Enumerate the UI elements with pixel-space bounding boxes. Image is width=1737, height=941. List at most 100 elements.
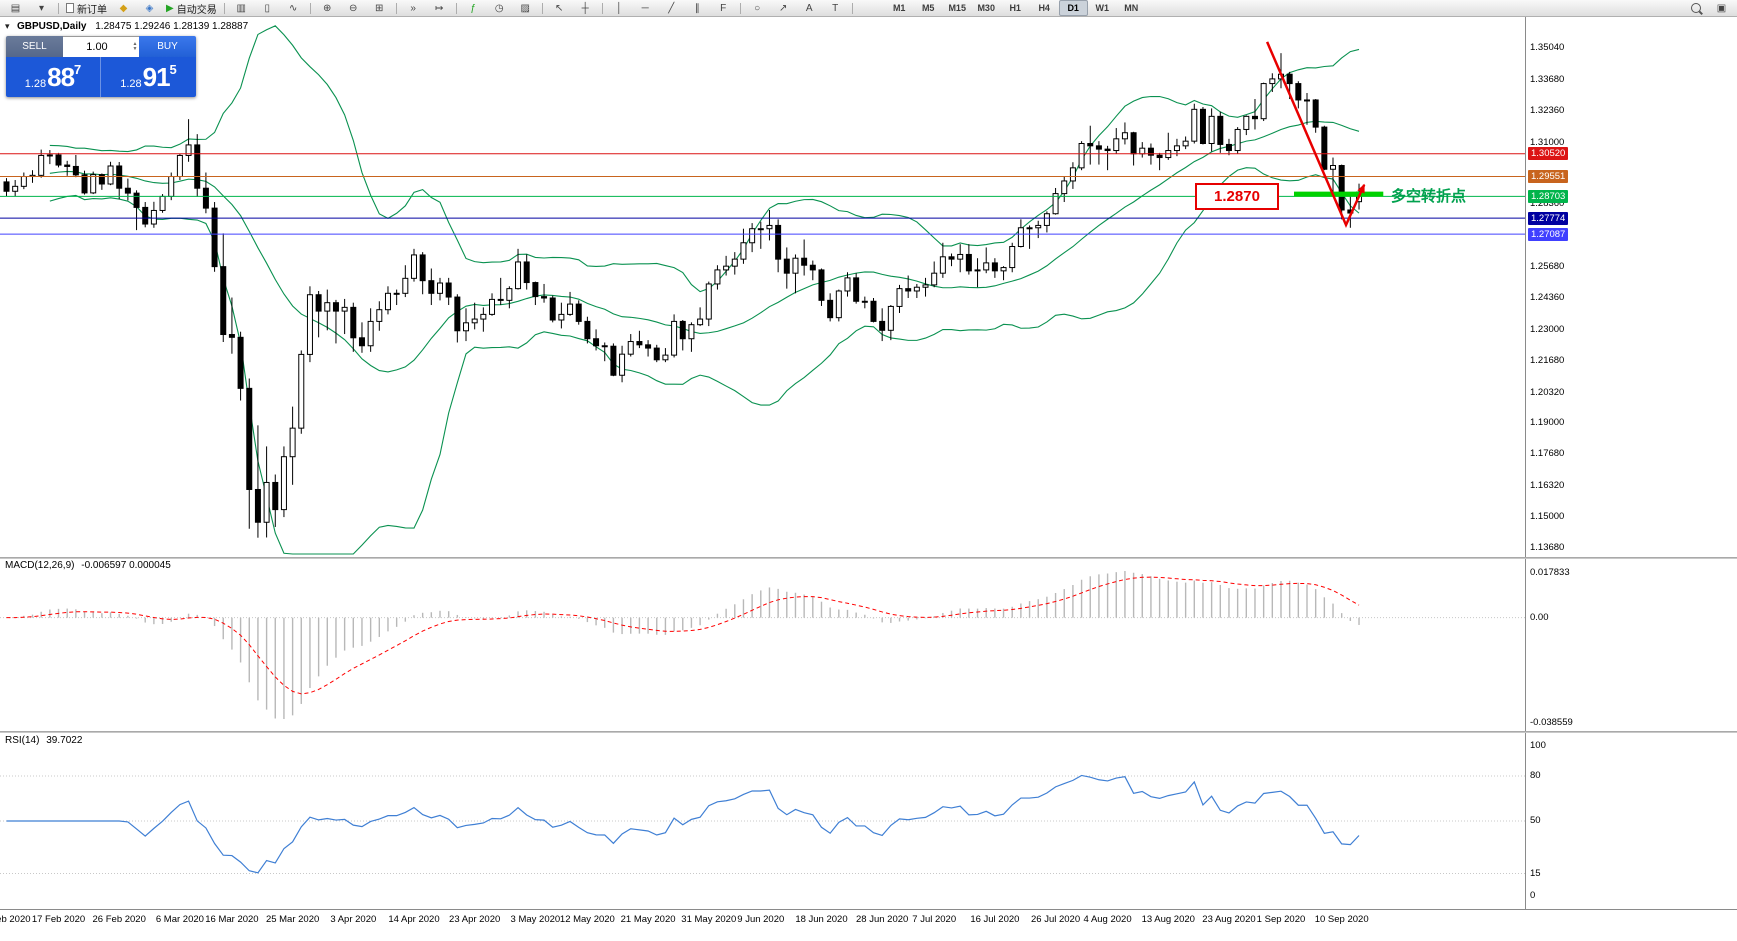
trendline-icon[interactable]: ╱ [659, 0, 684, 17]
arrow-tool-icon[interactable]: ↗ [771, 0, 796, 17]
macd-scale-label: 0.00 [1530, 611, 1549, 623]
macd-panel[interactable] [0, 559, 1525, 731]
shapes-icon: ○ [754, 2, 761, 14]
spinner-down-icon[interactable]: ▼ [132, 46, 138, 52]
candle [402, 277, 409, 294]
timeframe-m30[interactable]: M30 [977, 3, 995, 13]
shapes-icon[interactable]: ○ [745, 0, 770, 17]
turning-point-label[interactable]: 多空转折点 [1391, 188, 1467, 206]
price-line-badge: 1.29551 [1528, 169, 1569, 183]
timeframe-m15[interactable]: M15 [948, 3, 966, 13]
candlestick-type-icon[interactable]: ▯ [255, 0, 280, 17]
price-annotation-box[interactable]: 1.2870 [1194, 183, 1279, 211]
horizontal-line-icon[interactable]: ─ [633, 0, 658, 17]
main-chart[interactable] [0, 17, 1525, 557]
indicators-icon[interactable]: ƒ [461, 0, 486, 17]
candle [159, 195, 166, 211]
one-click-toggle-icon[interactable]: ▾ [5, 21, 10, 31]
candle [627, 341, 634, 355]
candle [220, 266, 227, 336]
timeframe-m1[interactable]: M1 [892, 3, 906, 13]
candle [1139, 147, 1146, 155]
new-chart-icon: ▤ [10, 2, 21, 14]
panel-divider[interactable] [0, 557, 1737, 559]
candle [809, 264, 816, 271]
date-label: 3 May 2020 [510, 914, 561, 925]
data-window-icon[interactable]: ◈ [137, 0, 162, 17]
buy-price-display[interactable]: 1.28 91 5 [101, 57, 196, 97]
candle [1217, 115, 1224, 145]
templates-icon[interactable]: ▨ [513, 0, 538, 17]
sell-price-small: 1.28 [24, 78, 47, 90]
date-label: 18 Jun 2020 [795, 914, 848, 925]
window-icon[interactable]: ▣ [1709, 0, 1734, 17]
horizontal-line-icon: ─ [641, 2, 649, 14]
tile-windows-icon[interactable]: ⊞ [367, 0, 392, 17]
crosshair-icon[interactable]: ┼ [573, 0, 598, 17]
bar-chart-type-icon[interactable]: ▥ [229, 0, 254, 17]
search-icon[interactable] [1683, 0, 1708, 17]
candle [428, 280, 435, 294]
channel-icon[interactable]: ∥ [685, 0, 710, 17]
toolbar-separator [223, 2, 225, 14]
price-axis[interactable]: 1.35040 1.33680 1.32360 1.31000 1.28360 1.256… [1525, 17, 1737, 909]
candle [272, 481, 279, 511]
text-tool-icon[interactable]: A [797, 0, 822, 17]
new-chart-icon[interactable]: ▤ [3, 0, 28, 17]
candle [46, 154, 53, 157]
line-chart-type-icon[interactable]: ∿ [281, 0, 306, 17]
timeframe-h1[interactable]: H1 [1009, 3, 1021, 13]
data-window-icon: ◈ [145, 2, 154, 14]
vertical-line-icon[interactable]: │ [607, 0, 632, 17]
candle [211, 207, 218, 268]
candle [98, 174, 105, 185]
chart-shift-icon[interactable]: ↦ [427, 0, 452, 17]
price-line-badge: 1.27087 [1528, 227, 1569, 241]
timeframe-m5[interactable]: M5 [921, 3, 935, 13]
candle [185, 144, 192, 156]
panel-divider[interactable] [0, 731, 1737, 733]
macd-scale-label: -0.038559 [1530, 717, 1573, 728]
spinner-up-icon[interactable]: ▲ [132, 41, 138, 47]
lot-spinner[interactable]: ▲ ▼ [131, 37, 139, 57]
auto-trading-button[interactable]: ▶ 自动交易 [163, 0, 220, 17]
text-tool-icon: A [805, 2, 813, 14]
candle [1156, 154, 1163, 159]
lot-size-input[interactable] [63, 37, 131, 57]
periods-dropdown-icon[interactable]: ◷ [487, 0, 512, 17]
timeframe-d1[interactable]: D1 [1058, 0, 1088, 16]
toolbar-separator [739, 2, 741, 14]
candle [194, 144, 201, 189]
candle [384, 292, 391, 311]
rsi-title: RSI(14) [5, 735, 40, 746]
text-label-icon[interactable]: T [823, 0, 848, 17]
macd-scale-label: 0.017833 [1530, 567, 1570, 578]
zoom-in-icon[interactable]: ⊕ [315, 0, 340, 17]
cursor-icon[interactable]: ↖ [547, 0, 572, 17]
rsi-scale-label: 80 [1530, 770, 1541, 781]
sell-button[interactable]: SELL [6, 36, 63, 57]
candle [1061, 180, 1068, 195]
candle [1225, 143, 1232, 152]
fibonacci-icon[interactable]: F [711, 0, 736, 17]
candle [350, 306, 357, 339]
zoom-out-icon[interactable]: ⊖ [341, 0, 366, 17]
buy-button[interactable]: BUY [139, 36, 196, 57]
timeframe-h4[interactable]: H4 [1038, 3, 1050, 13]
rsi-panel[interactable] [0, 733, 1525, 909]
timeframe-w1[interactable]: W1 [1095, 3, 1109, 13]
profiles-icon[interactable]: ▾ [29, 0, 54, 17]
rsi-line [6, 774, 1360, 874]
market-watch-icon[interactable]: ◆ [111, 0, 136, 17]
candle [133, 192, 140, 208]
candle [228, 334, 235, 338]
timeframe-mn[interactable]: MN [1124, 3, 1139, 13]
candle [610, 345, 617, 376]
date-label: 12 May 2020 [559, 914, 615, 925]
new-order-button[interactable]: 新订单 [63, 0, 110, 17]
sell-price-big: 88 [47, 62, 75, 92]
sell-price-display[interactable]: 1.28 88 7 [6, 57, 101, 97]
price-line-badge: 1.30520 [1528, 147, 1569, 161]
auto-scroll-icon[interactable]: » [401, 0, 426, 17]
